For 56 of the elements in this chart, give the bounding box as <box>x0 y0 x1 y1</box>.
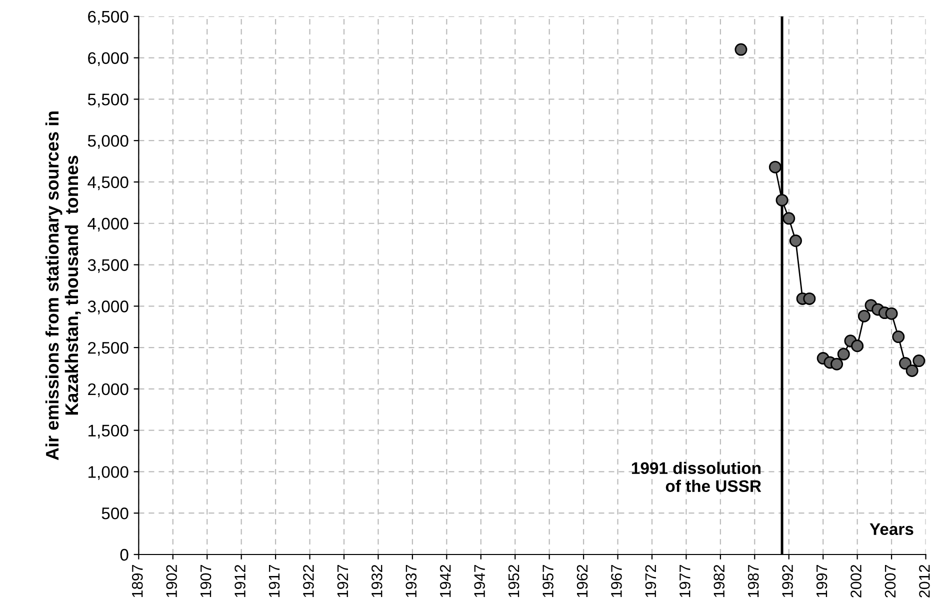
y-tick-label: 5,000 <box>88 134 128 149</box>
x-tick-label: 1957 <box>542 564 554 598</box>
x-tick-label: 1922 <box>303 564 314 598</box>
ref-line-label: 1991 dissolution of the USSR <box>632 462 762 492</box>
x-tick-label: 1967 <box>611 564 622 598</box>
x-tick-label: 1947 <box>474 564 485 598</box>
y-tick-label: 6,000 <box>88 52 128 66</box>
x-tick-label: 1992 <box>782 564 793 598</box>
point <box>789 234 802 248</box>
y-tick-label: 3,000 <box>88 300 128 314</box>
x-axis-title: Years <box>870 523 914 536</box>
point <box>885 307 898 320</box>
point <box>851 340 864 352</box>
y-tick-label: 1,000 <box>88 466 128 480</box>
x-tick-label: 1977 <box>679 564 690 598</box>
x-tick-label: 1897 <box>132 564 143 598</box>
x-tick-label: 1927 <box>337 564 348 598</box>
x-tick-label: 1972 <box>645 564 656 598</box>
y-axis-title: Air emissions from stationary sources in Kazakhstan, thousand tonnes <box>45 111 81 460</box>
x-tick-label: 1997 <box>816 564 828 598</box>
y-tick-label: 4,000 <box>88 218 128 232</box>
y-tick-label: 0 <box>120 548 128 561</box>
x-tick-label: 1942 <box>440 564 451 598</box>
point <box>734 43 748 56</box>
point <box>768 160 782 174</box>
x-tick-label: 2007 <box>884 564 896 598</box>
x-tick-label: 1962 <box>576 564 588 598</box>
x-tick-label: 1902 <box>166 564 177 598</box>
point <box>892 330 905 344</box>
x-tick-label: 1982 <box>714 564 725 598</box>
x-tick-label: 1987 <box>748 564 759 598</box>
point <box>776 194 788 206</box>
point <box>803 292 816 305</box>
point <box>912 354 926 368</box>
x-tick-label: 2002 <box>850 564 862 598</box>
y-tick-label: 5,500 <box>88 94 128 108</box>
x-tick-label: 1937 <box>406 564 417 598</box>
point <box>906 364 918 377</box>
x-tick-label: 1907 <box>200 564 212 598</box>
x-tick-label: 1932 <box>372 564 382 598</box>
x-tick-label: 1952 <box>508 564 520 598</box>
point <box>898 357 912 370</box>
y-tick-label: 2,000 <box>88 383 128 398</box>
y-tick-label: 4,500 <box>88 176 128 190</box>
y-tick-label: 1,500 <box>88 424 128 438</box>
y-tick-label: 6,500 <box>88 10 128 25</box>
point <box>837 348 850 360</box>
point <box>782 212 796 225</box>
y-tick-label: 2,500 <box>88 342 128 356</box>
y-tick-label: 500 <box>102 508 128 520</box>
point <box>858 310 870 322</box>
x-tick-label: 2012 <box>919 564 930 598</box>
x-tick-label: 1912 <box>234 564 246 598</box>
y-tick-label: 3,500 <box>88 259 128 273</box>
point <box>830 358 844 370</box>
x-tick-label: 1917 <box>268 564 280 598</box>
